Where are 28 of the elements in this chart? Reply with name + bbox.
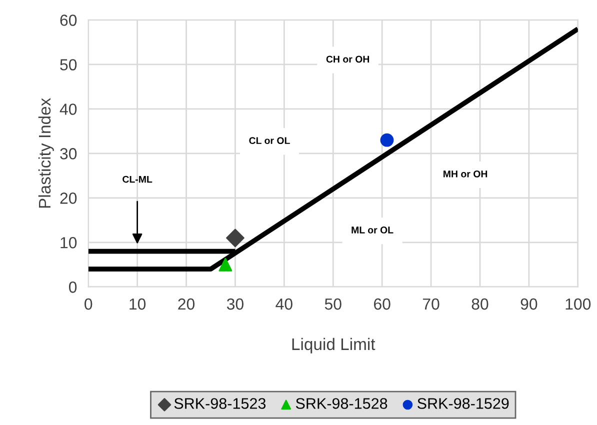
- annotation: MH or OH: [444, 170, 488, 178]
- x-tick-label: 60: [374, 298, 390, 310]
- y-tick-label: 0: [68, 282, 77, 293]
- legend-label: SRK-98-1528: [296, 398, 388, 409]
- annotation: CH or OH: [326, 56, 370, 63]
- x-tick-label: 90: [520, 298, 538, 310]
- annotation: CL-ML: [122, 176, 152, 183]
- legend-label: SRK-98-1523: [174, 398, 266, 409]
- x-tick-label: 10: [130, 298, 146, 310]
- x-axis-title: Liquid Limit: [292, 338, 376, 354]
- annotation: ML or OL: [352, 226, 394, 234]
- x-tick-label: 20: [178, 298, 195, 310]
- y-axis-title: Plasticity Index: [38, 98, 54, 208]
- x-tick-label: 100: [566, 298, 591, 310]
- y-tick-label: 40: [60, 104, 77, 115]
- x-tick-label: 40: [276, 298, 292, 310]
- x-tick-label: 30: [226, 298, 244, 310]
- x-tick-label: 50: [324, 298, 342, 310]
- x-tick-label: 70: [422, 298, 440, 310]
- y-tick-label: 20: [60, 192, 77, 204]
- y-tick-label: 10: [60, 237, 77, 248]
- legend-label: SRK-98-1529: [418, 398, 509, 409]
- annotation: CL or OL: [249, 137, 290, 144]
- y-tick-label: 60: [60, 14, 77, 26]
- x-tick-label: 80: [472, 298, 488, 310]
- y-tick-label: 50: [60, 59, 77, 70]
- x-tick-label: 0: [84, 298, 92, 310]
- y-tick-label: 30: [60, 148, 77, 160]
